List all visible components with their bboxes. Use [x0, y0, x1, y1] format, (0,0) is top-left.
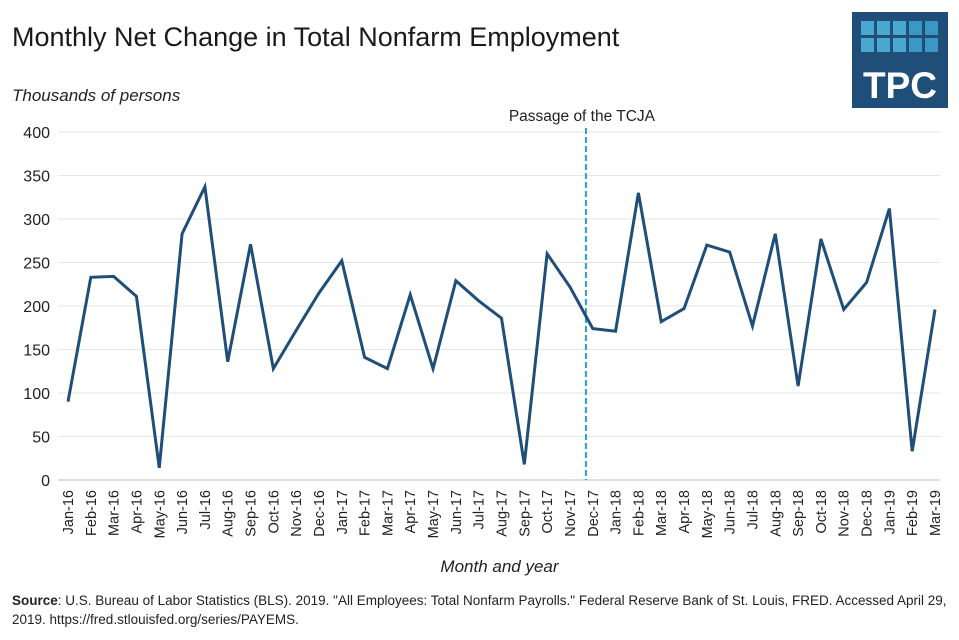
- x-tick-label: Apr-18: [677, 490, 693, 534]
- x-tick-label: Sep-16: [244, 490, 260, 537]
- x-tick-label: Sep-17: [517, 490, 533, 537]
- x-tick-label: Jan-17: [335, 490, 351, 534]
- x-tick-label: Jan-18: [609, 490, 625, 534]
- x-tick-label: Dec-16: [312, 490, 328, 537]
- x-tick-label: Jan-19: [882, 490, 898, 534]
- x-tick-label: Aug-16: [221, 490, 237, 537]
- x-tick-label: Mar-19: [928, 490, 944, 536]
- x-tick-label: Dec-17: [586, 490, 602, 537]
- x-tick-label: Mar-17: [380, 490, 396, 536]
- x-tick-label: Dec-18: [860, 490, 876, 537]
- source-note: Source: U.S. Bureau of Labor Statistics …: [12, 591, 952, 629]
- x-tick-label: Mar-18: [654, 490, 670, 536]
- logo-tile: [861, 21, 874, 35]
- x-tick-label: Jun-17: [449, 490, 465, 534]
- y-tick-label: 400: [23, 125, 50, 142]
- source-label: Source: [12, 593, 58, 608]
- tpc-logo: TPC: [852, 12, 948, 108]
- x-tick-label: Jun-18: [723, 490, 739, 534]
- x-tick-label: Sep-18: [791, 490, 807, 537]
- x-tick-label: Apr-17: [403, 490, 419, 534]
- x-tick-label: May-16: [152, 490, 168, 538]
- x-tick-label: Aug-18: [768, 490, 784, 537]
- logo-tile: [861, 38, 874, 52]
- logo-tile: [877, 38, 890, 52]
- x-tick-label: Apr-16: [129, 490, 145, 534]
- x-tick-label: Nov-16: [289, 490, 305, 537]
- y-tick-label: 50: [32, 430, 50, 447]
- x-tick-label: Feb-17: [358, 490, 374, 536]
- logo-tile: [925, 21, 938, 35]
- x-tick-label: May-18: [700, 490, 716, 538]
- x-tick-label: Jul-18: [745, 490, 761, 530]
- annotation-label: Passage of the TCJA: [509, 108, 656, 125]
- logo-tile: [909, 21, 922, 35]
- x-tick-label: Feb-18: [631, 490, 647, 536]
- x-tick-label: Jun-16: [175, 490, 191, 534]
- y-tick-label: 0: [41, 473, 50, 490]
- x-tick-label: Jul-16: [198, 490, 214, 530]
- y-tick-label: 200: [23, 299, 50, 316]
- source-text: : U.S. Bureau of Labor Statistics (BLS).…: [12, 593, 947, 627]
- logo-tile: [925, 38, 938, 52]
- logo-tile: [909, 38, 922, 52]
- x-tick-label: Jan-16: [61, 490, 77, 534]
- x-tick-label: Nov-17: [563, 490, 579, 537]
- logo-text: TPC: [863, 65, 937, 106]
- x-tick-label: Jul-17: [472, 490, 488, 530]
- y-tick-label: 250: [23, 256, 50, 273]
- x-tick-label: May-17: [426, 490, 442, 538]
- x-tick-label: Oct-16: [266, 490, 282, 534]
- y-tick-label: 350: [23, 169, 50, 186]
- logo-tile: [893, 38, 906, 52]
- x-tick-label: Feb-19: [905, 490, 921, 536]
- y-tick-label: 300: [23, 212, 50, 229]
- series-line: [66, 181, 937, 469]
- x-tick-label: Nov-18: [837, 490, 853, 537]
- x-tick-label: Oct-17: [540, 490, 556, 534]
- x-tick-label: Oct-18: [814, 490, 830, 534]
- x-tick-label: Aug-17: [495, 490, 511, 537]
- chart-title: Monthly Net Change in Total Nonfarm Empl…: [12, 22, 620, 52]
- x-axis-label: Month and year: [440, 557, 559, 576]
- y-axis-label: Thousands of persons: [12, 86, 181, 105]
- y-tick-label: 150: [23, 343, 50, 360]
- logo-tile: [877, 21, 890, 35]
- logo-tile: [893, 21, 906, 35]
- x-tick-label: Mar-16: [107, 490, 123, 536]
- y-tick-label: 100: [23, 386, 50, 403]
- x-tick-label: Feb-16: [84, 490, 100, 536]
